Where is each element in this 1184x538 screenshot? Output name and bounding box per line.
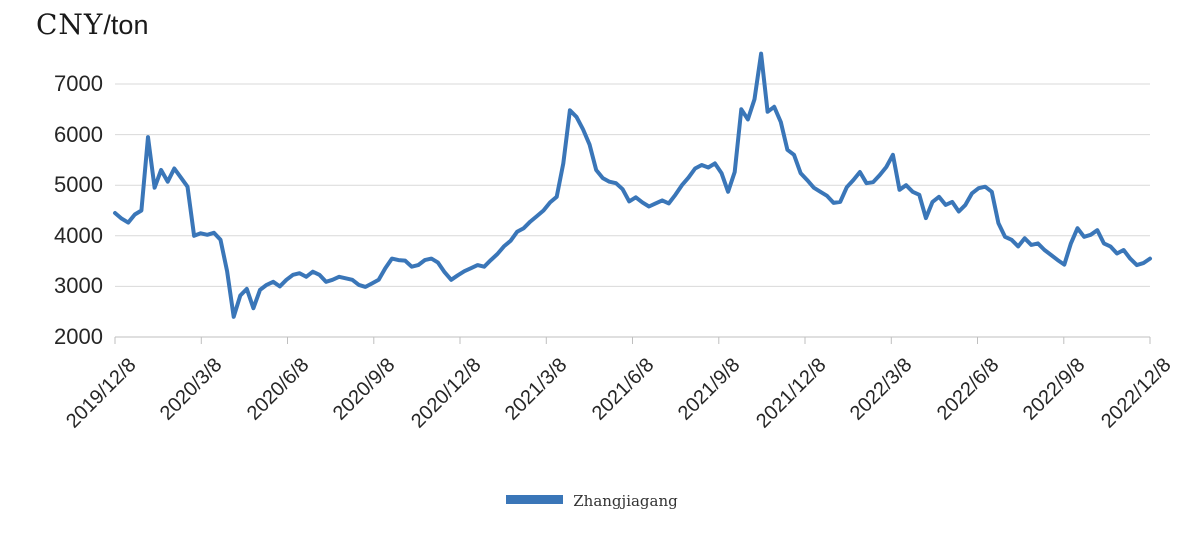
per-ton-unit-label: /ton [103,10,149,40]
y-axis-tick-label: 6000 [54,121,103,147]
chart-title: CNY/ton [36,8,148,41]
currency-unit-label: CNY [36,8,104,41]
y-axis-tick-label: 3000 [54,273,103,299]
y-axis-tick-label: 5000 [54,172,103,198]
y-axis-tick-label: 2000 [54,324,103,349]
legend-series-label: Zhangjiagang [573,492,678,510]
zhangjiagang-price-line [113,51,1152,319]
legend-line-swatch [506,494,564,504]
y-axis-tick-label: 4000 [54,222,103,248]
y-axis-tick-label: 7000 [54,71,103,96]
legend: Zhangjiagang [0,484,1184,514]
